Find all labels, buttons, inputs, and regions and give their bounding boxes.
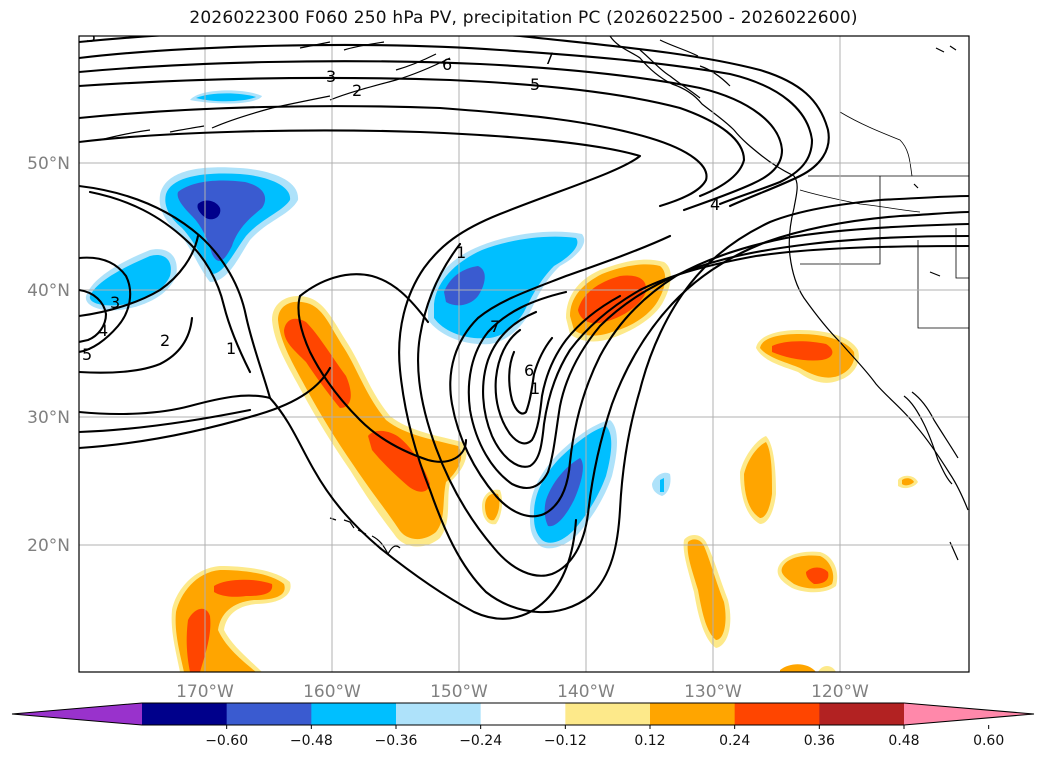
lat-label-40n: 40°N [27,281,70,301]
colorbar-tick-label: 0.60 [973,733,1004,749]
colorbar-outline [11,702,1035,726]
pv-label-2b: 2 [160,331,170,350]
coastlines [99,36,969,561]
colorbar-segment [480,703,566,725]
pv-label-5b: 5 [530,75,540,94]
colorbar-tick-label: −0.48 [290,733,333,749]
lon-label-120w: 120°W [811,682,869,702]
contour-labels: 5 7 6 5 3 2 4 1 3 4 5 2 1 7 6 1 [82,27,720,398]
lat-label-30n: 30°N [27,408,70,428]
latitude-labels: 50°N 40°N 30°N 20°N [27,154,70,556]
colorbar-tick-label: 0.24 [719,733,750,749]
pv-label-3a: 3 [326,67,336,86]
pv-label-7a: 7 [544,49,554,68]
colorbar-extend-low [12,703,142,725]
lon-label-170w: 170°W [176,682,234,702]
colorbar-tick-label: 0.36 [804,733,835,749]
pv-label-7b: 7 [490,317,500,336]
pv-label-5a: 5 [86,27,96,46]
pv-label-6b: 6 [524,361,534,380]
precip-negative-shading [85,90,671,549]
colorbar-segment [819,703,905,725]
colorbar-tick-label: 0.12 [634,733,665,749]
pv-contours [79,36,969,620]
colorbar-segment [565,703,651,725]
pv-label-5c: 5 [82,345,92,364]
colorbar-segment [396,703,482,725]
lon-label-160w: 160°W [303,682,361,702]
pv-label-4a: 4 [710,195,720,214]
colorbar-tick-label: −0.60 [205,733,248,749]
colorbar-extend-high [904,703,1034,725]
pv-label-2a: 2 [352,81,362,100]
colorbar-segment [142,703,228,725]
colorbar-tick-label: −0.12 [544,733,587,749]
colorbar-segment [311,703,397,725]
lon-label-130w: 130°W [684,682,742,702]
pv-label-6a: 6 [442,55,452,74]
lat-label-20n: 20°N [27,536,70,556]
pv-label-3b: 3 [110,293,120,312]
colorbar-tick-label: 0.48 [888,733,919,749]
pv-label-1a: 1 [456,243,466,262]
longitude-labels: 170°W 160°W 150°W 140°W 130°W 120°W [176,682,869,702]
colorbar: −0.60 −0.48 −0.36 −0.24 −0.12 0.12 0.24 0.36 0.4… [11,702,1035,749]
pv-label-1c: 1 [530,379,540,398]
pv-label-1b: 1 [226,339,236,358]
colorbar-segment [226,703,312,725]
colorbar-segment [734,703,820,725]
colorbar-tick-label: −0.36 [375,733,418,749]
lon-label-140w: 140°W [557,682,615,702]
lon-label-150w: 150°W [430,682,488,702]
lat-label-50n: 50°N [27,154,70,174]
gridlines [79,36,969,672]
colorbar-tick-label: −0.24 [459,733,502,749]
pv-label-4b: 4 [98,321,108,340]
map-frame [78,35,970,673]
map-title: 2026022300 F060 250 hPa PV, precipitatio… [189,8,858,28]
colorbar-segment [650,703,736,725]
